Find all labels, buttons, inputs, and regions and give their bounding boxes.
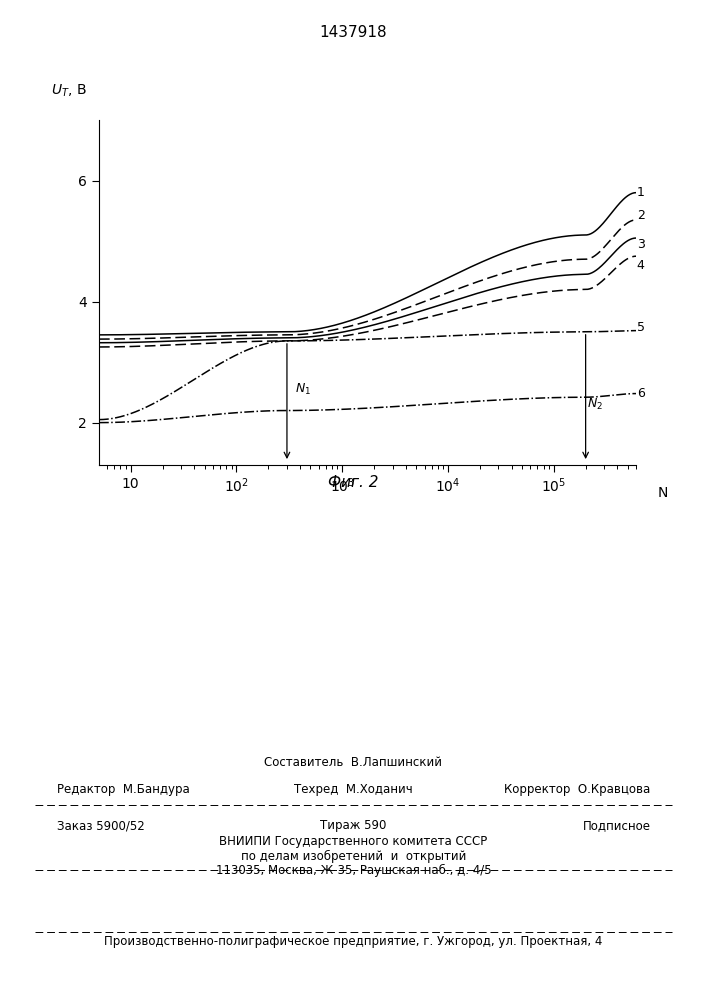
Text: Техред  М.Ходанич: Техред М.Ходанич — [294, 784, 413, 796]
Text: 3: 3 — [637, 238, 645, 251]
Text: $N_1$: $N_1$ — [295, 382, 310, 397]
Text: Редактор  М.Бандура: Редактор М.Бандура — [57, 784, 189, 796]
Text: $N_2$: $N_2$ — [587, 397, 603, 412]
Text: 5: 5 — [637, 321, 645, 334]
Text: 113035, Москва, Ж-35, Раушская наб., д. 4/5: 113035, Москва, Ж-35, Раушская наб., д. … — [216, 863, 491, 877]
Text: Фиг. 2: Фиг. 2 — [328, 475, 379, 490]
Text: Подписное: Подписное — [583, 820, 650, 832]
Text: Заказ 5900/52: Заказ 5900/52 — [57, 820, 144, 832]
Text: 1437918: 1437918 — [320, 25, 387, 40]
Text: $U_T$, B: $U_T$, B — [51, 83, 86, 99]
Text: Тираж 590: Тираж 590 — [320, 820, 387, 832]
Text: по делам изобретений  и  открытий: по делам изобретений и открытий — [241, 849, 466, 863]
Text: 1: 1 — [637, 186, 645, 199]
Text: 4: 4 — [637, 259, 645, 272]
Text: ВНИИПИ Государственного комитета СССР: ВНИИПИ Государственного комитета СССР — [219, 836, 488, 848]
Text: Корректор  О.Кравцова: Корректор О.Кравцова — [504, 784, 650, 796]
Text: Производственно-полиграфическое предприятие, г. Ужгород, ул. Проектная, 4: Производственно-полиграфическое предприя… — [105, 936, 602, 948]
Text: 6: 6 — [637, 387, 645, 400]
Text: 2: 2 — [637, 209, 645, 222]
Text: N: N — [658, 486, 668, 500]
Text: Составитель  В.Лапшинский: Составитель В.Лапшинский — [264, 756, 443, 770]
